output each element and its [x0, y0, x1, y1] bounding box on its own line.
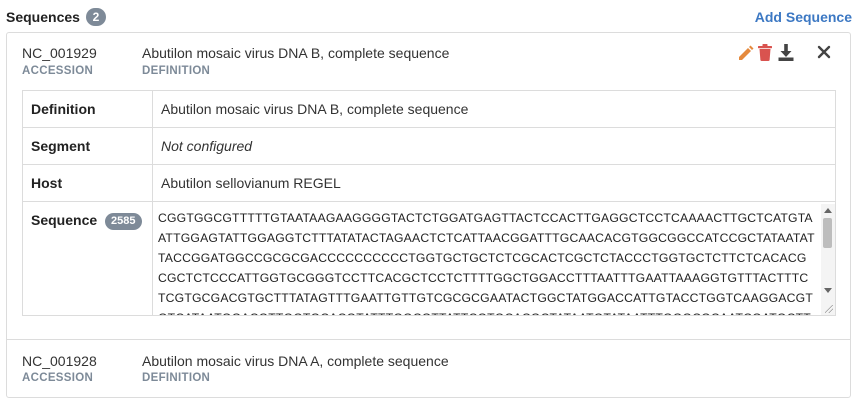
details-row-host: Host Abutilon sellovianum REGEL [22, 164, 836, 202]
details-key-segment: Segment [22, 127, 153, 165]
sequence-item-expanded[interactable]: NC_001929 ACCESSION Abutilon mosaic viru… [7, 33, 850, 339]
sequence-text: CGGTGGCGTTTTTGTAATAAGAAGGGGTACTCTGGATGAG… [158, 211, 815, 315]
accession-label: ACCESSION [22, 65, 94, 77]
scroll-down-arrow-icon[interactable] [824, 288, 832, 293]
sequence-scrollbar[interactable] [821, 204, 835, 315]
sequences-header: Sequences 2 Add Sequence [6, 7, 852, 29]
accession-value: NC_001928 [22, 353, 97, 369]
sequence-textarea[interactable]: CGGTGGCGTTTTTGTAATAAGAAGGGGTACTCTGGATGAG… [153, 204, 835, 315]
scroll-thumb[interactable] [823, 218, 832, 248]
definition-value: Abutilon mosaic virus DNA A, complete se… [142, 353, 449, 369]
details-key-definition: Definition [22, 90, 153, 128]
details-value-host: Abutilon sellovianum REGEL [152, 164, 836, 202]
pencil-icon[interactable] [736, 42, 754, 62]
details-row-segment: Segment Not configured [22, 127, 836, 165]
resize-grip-icon[interactable] [825, 305, 833, 313]
trash-icon[interactable] [756, 42, 774, 62]
close-icon[interactable] [815, 42, 833, 62]
sequence-actions [736, 42, 836, 62]
sequence-details-table: Definition Abutilon mosaic virus DNA B, … [22, 90, 836, 316]
definition-value: Abutilon mosaic virus DNA B, complete se… [142, 45, 450, 61]
details-value-sequence: CGGTGGCGTTTTTGTAATAAGAAGGGGTACTCTGGATGAG… [152, 201, 836, 316]
details-key-host: Host [22, 164, 153, 202]
details-row-sequence: Sequence 2585 CGGTGGCGTTTTTGTAATAAGAAGGG… [22, 201, 836, 316]
details-value-definition: Abutilon mosaic virus DNA B, complete se… [152, 90, 836, 128]
accession-label: ACCESSION [22, 372, 94, 384]
definition-label: DEFINITION [142, 372, 211, 384]
accession-value: NC_001929 [22, 45, 97, 61]
sequences-count-badge: 2 [86, 8, 106, 26]
details-key-sequence: Sequence 2585 [22, 201, 153, 316]
definition-label: DEFINITION [142, 65, 211, 77]
details-row-definition: Definition Abutilon mosaic virus DNA B, … [22, 90, 836, 128]
details-value-segment: Not configured [152, 127, 836, 165]
sequence-item-collapsed[interactable]: NC_001928 ACCESSION Abutilon mosaic viru… [7, 339, 850, 397]
sequence-length-badge: 2585 [105, 213, 142, 230]
add-sequence-link[interactable]: Add Sequence [754, 9, 852, 25]
scroll-up-arrow-icon[interactable] [824, 208, 832, 213]
sequences-title: Sequences [6, 9, 80, 25]
sequences-list: NC_001929 ACCESSION Abutilon mosaic viru… [6, 32, 851, 398]
sequence-label: Sequence [31, 212, 98, 228]
download-icon[interactable] [777, 42, 795, 62]
